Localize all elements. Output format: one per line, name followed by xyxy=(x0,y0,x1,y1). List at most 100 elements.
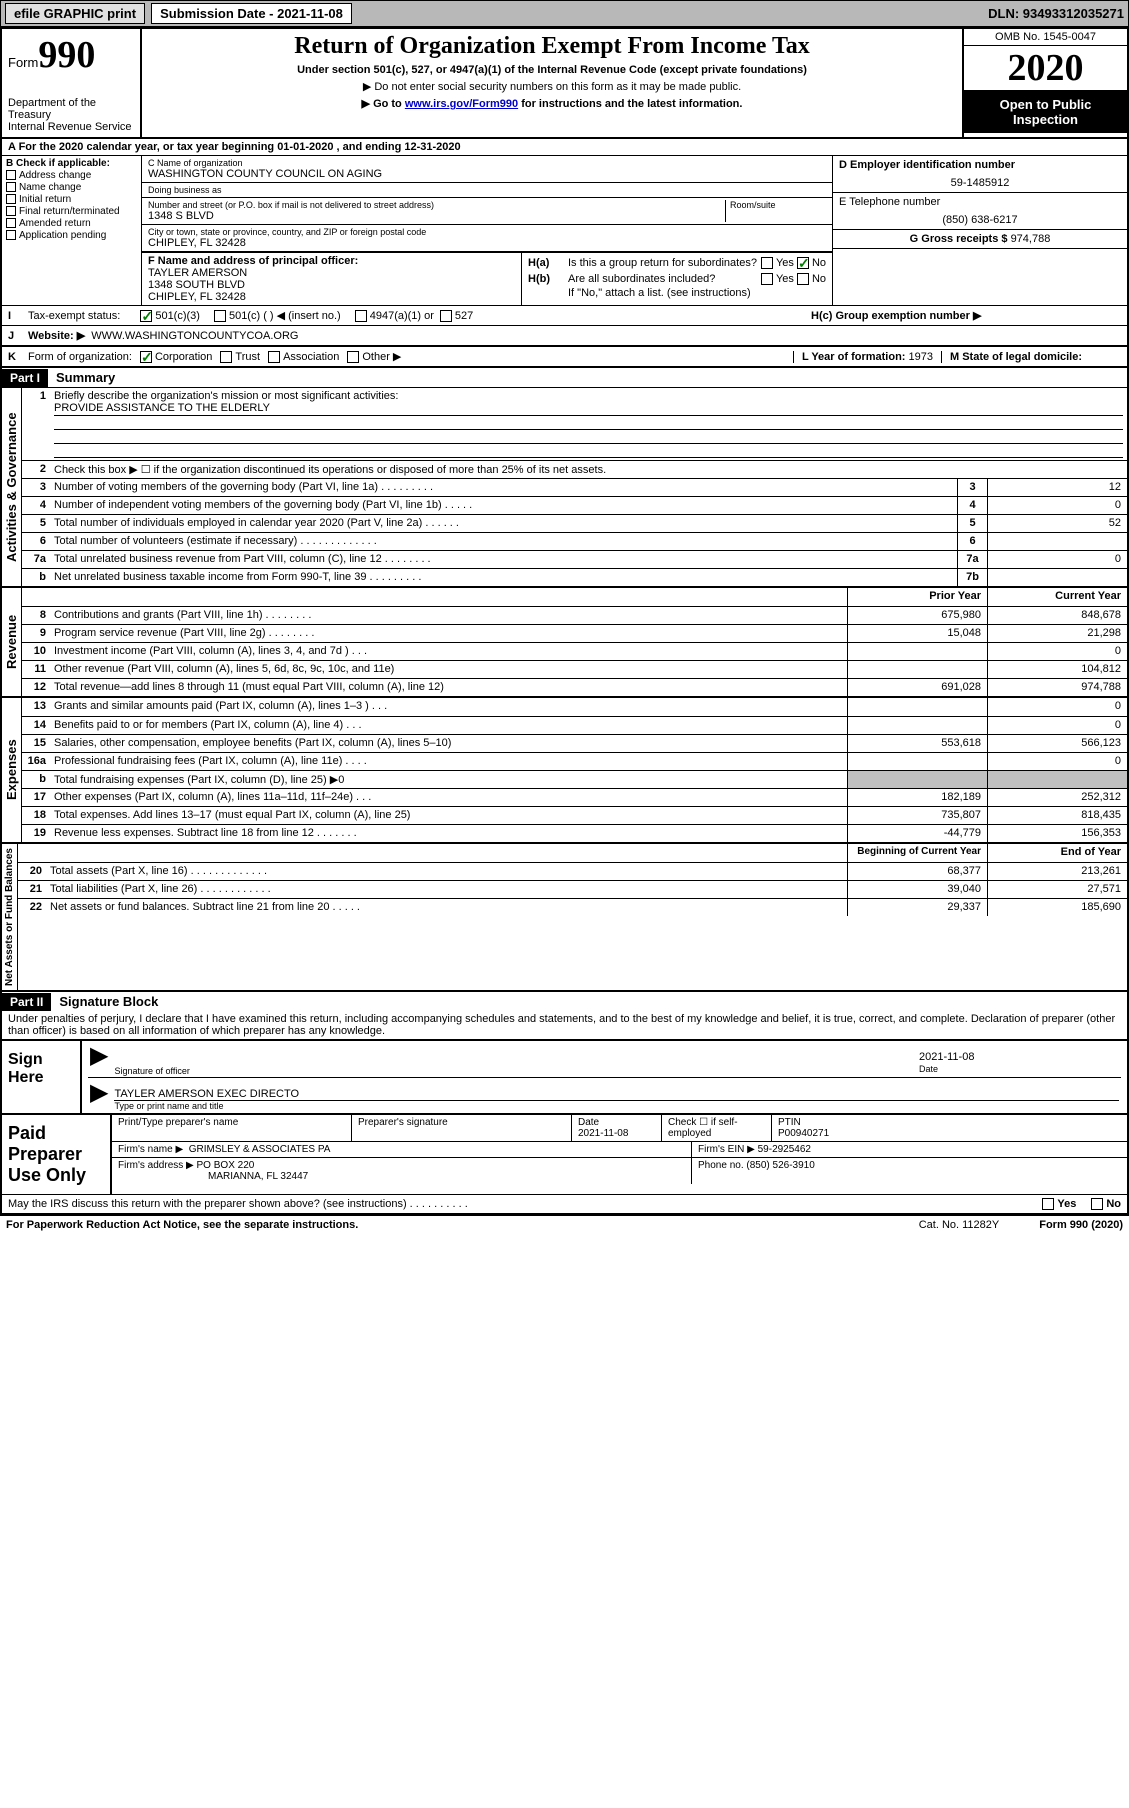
col-b-header: B Check if applicable: xyxy=(6,158,137,169)
self-employed-check[interactable]: Check ☐ if self-employed xyxy=(662,1115,772,1141)
submission-date: Submission Date - 2021-11-08 xyxy=(151,3,352,24)
top-toolbar: efile GRAPHIC print Submission Date - 20… xyxy=(0,0,1129,27)
ein-label: D Employer identification number xyxy=(839,159,1121,171)
current-value: 21,298 xyxy=(987,625,1127,642)
q1-answer: PROVIDE ASSISTANCE TO THE ELDERLY xyxy=(54,402,1123,416)
prep-date: 2021-11-08 xyxy=(578,1128,628,1139)
q5-value: 52 xyxy=(987,515,1127,532)
chk-address-change[interactable]: Address change xyxy=(6,170,137,181)
begin-year-header: Beginning of Current Year xyxy=(847,844,987,862)
hb-label: H(b) xyxy=(528,273,568,285)
vlabel-activities: Activities & Governance xyxy=(2,388,21,586)
ha-no[interactable]: No xyxy=(794,257,826,269)
q3-value: 12 xyxy=(987,479,1127,496)
officer-print-name: TAYLER AMERSON EXEC DIRECTO xyxy=(114,1088,1119,1100)
firm-addr2: MARIANNA, FL 32447 xyxy=(118,1171,308,1182)
sig-date: 2021-11-08 xyxy=(919,1051,1119,1063)
section-net-assets: Net Assets or Fund Balances Beginning of… xyxy=(2,842,1127,990)
prior-value: 553,618 xyxy=(847,735,987,752)
chk-assoc[interactable] xyxy=(268,351,280,363)
subtitle-1: Under section 501(c), 527, or 4947(a)(1)… xyxy=(148,64,956,76)
row-text: Net assets or fund balances. Subtract li… xyxy=(46,899,847,916)
sig-date-label: Date xyxy=(919,1064,938,1074)
hb-yes[interactable]: Yes xyxy=(758,273,794,285)
firm-name: GRIMSLEY & ASSOCIATES PA xyxy=(189,1144,331,1155)
row-text: Other revenue (Part VIII, column (A), li… xyxy=(50,661,847,678)
prior-value xyxy=(847,753,987,770)
current-value: 27,571 xyxy=(987,881,1127,898)
current-value: 0 xyxy=(987,717,1127,734)
gross-value: 974,788 xyxy=(1011,233,1051,245)
chk-corp[interactable] xyxy=(140,351,152,363)
q5-text: Total number of individuals employed in … xyxy=(50,515,957,532)
hc-label: H(c) Group exemption number ▶ xyxy=(811,310,981,322)
paperwork-notice: For Paperwork Reduction Act Notice, see … xyxy=(6,1219,358,1231)
website-value[interactable]: WWW.WASHINGTONCOUNTYCOA.ORG xyxy=(91,330,298,342)
chk-final-return[interactable]: Final return/terminated xyxy=(6,206,137,217)
chk-app-pending[interactable]: Application pending xyxy=(6,230,137,241)
dln-label: DLN: 93493312035271 xyxy=(988,6,1124,21)
prior-value: 29,337 xyxy=(847,899,987,916)
prior-value: 691,028 xyxy=(847,679,987,696)
chk-527[interactable] xyxy=(440,310,452,322)
section-expenses: Expenses 13Grants and similar amounts pa… xyxy=(2,696,1127,842)
q7a-text: Total unrelated business revenue from Pa… xyxy=(50,551,957,568)
current-value: 185,690 xyxy=(987,899,1127,916)
form-word: Form xyxy=(8,55,38,70)
prior-value: 675,980 xyxy=(847,607,987,624)
row-text: Other expenses (Part IX, column (A), lin… xyxy=(50,789,847,806)
chk-4947[interactable] xyxy=(355,310,367,322)
part1-header: Part ISummary xyxy=(2,366,1127,387)
ha-label: H(a) xyxy=(528,257,568,269)
prior-value: 39,040 xyxy=(847,881,987,898)
declaration-text: Under penalties of perjury, I declare th… xyxy=(2,1011,1127,1039)
ptin-value: P00940271 xyxy=(778,1128,829,1139)
current-value: 104,812 xyxy=(987,661,1127,678)
discuss-yes[interactable]: Yes xyxy=(1039,1198,1076,1210)
chk-other[interactable] xyxy=(347,351,359,363)
q2-text: Check this box ▶ ☐ if the organization d… xyxy=(50,461,1127,478)
tel-value: (850) 638-6217 xyxy=(839,214,1121,226)
current-value: 974,788 xyxy=(987,679,1127,696)
prior-value: 68,377 xyxy=(847,863,987,880)
chk-name-change[interactable]: Name change xyxy=(6,182,137,193)
q4-value: 0 xyxy=(987,497,1127,514)
row-text: Total expenses. Add lines 13–17 (must eq… xyxy=(50,807,847,824)
prior-value: -44,779 xyxy=(847,825,987,842)
prior-value: 15,048 xyxy=(847,625,987,642)
page-footer: For Paperwork Reduction Act Notice, see … xyxy=(0,1215,1129,1234)
hb-no[interactable]: No xyxy=(794,273,826,285)
arrow-icon: ▶ xyxy=(90,1088,108,1111)
chk-501c3[interactable] xyxy=(140,310,152,322)
row-text: Total revenue—add lines 8 through 11 (mu… xyxy=(50,679,847,696)
chk-501c[interactable] xyxy=(214,310,226,322)
row-k: KForm of organization: Corporation Trust… xyxy=(2,345,1127,366)
discuss-no[interactable]: No xyxy=(1088,1198,1121,1210)
street-value: 1348 S BLVD xyxy=(148,210,725,222)
current-value: 0 xyxy=(987,643,1127,660)
row-text: Contributions and grants (Part VIII, lin… xyxy=(50,607,847,624)
current-value: 818,435 xyxy=(987,807,1127,824)
row-text: Program service revenue (Part VIII, line… xyxy=(50,625,847,642)
ha-yes[interactable]: Yes xyxy=(758,257,794,269)
part2-header: Part IISignature Block xyxy=(2,990,1127,1011)
firm-phone: (850) 526-3910 xyxy=(746,1160,814,1171)
chk-trust[interactable] xyxy=(220,351,232,363)
chk-initial-return[interactable]: Initial return xyxy=(6,194,137,205)
current-value: 0 xyxy=(987,698,1127,716)
org-name-label: C Name of organization xyxy=(148,158,826,168)
prior-value xyxy=(847,771,987,788)
form990-link[interactable]: www.irs.gov/Form990 xyxy=(405,98,518,110)
current-value: 252,312 xyxy=(987,789,1127,806)
efile-button[interactable]: efile GRAPHIC print xyxy=(5,3,145,24)
row-text: Professional fundraising fees (Part IX, … xyxy=(50,753,847,770)
chk-amended[interactable]: Amended return xyxy=(6,218,137,229)
prior-value xyxy=(847,698,987,716)
vlabel-revenue: Revenue xyxy=(2,588,21,696)
irs-label: Internal Revenue Service xyxy=(8,121,134,133)
current-year-header: Current Year xyxy=(987,588,1127,606)
sign-here-label: Sign Here xyxy=(2,1041,82,1113)
prior-value xyxy=(847,643,987,660)
form-header: Form990 Department of the Treasury Inter… xyxy=(2,29,1127,139)
prior-value xyxy=(847,661,987,678)
